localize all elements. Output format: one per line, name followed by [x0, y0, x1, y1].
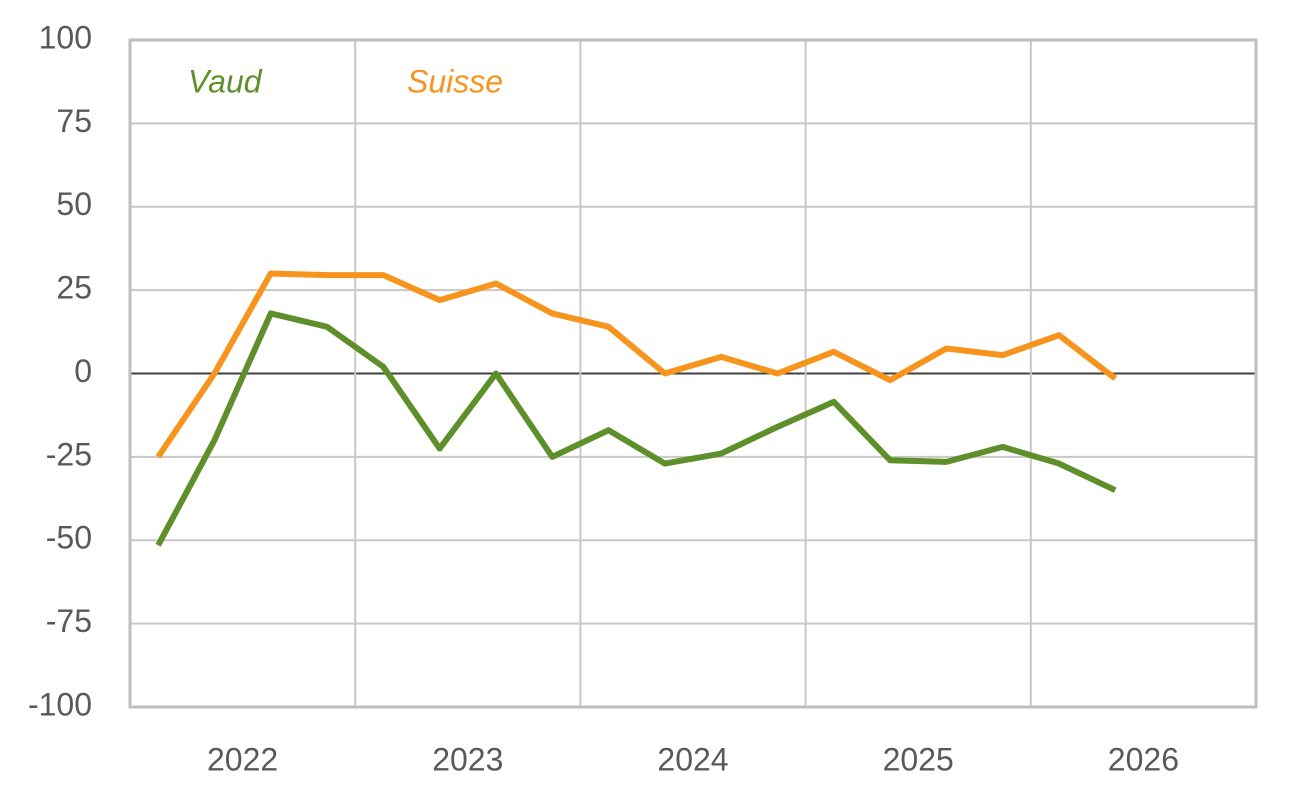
series-line: [155, 310, 1117, 547]
legend-entry: Suisse: [407, 63, 503, 99]
y-tick-label: -75: [46, 603, 92, 639]
y-tick-label: 100: [39, 19, 92, 55]
x-tick-label: 2026: [1108, 741, 1179, 777]
plot-border: [128, 38, 1258, 709]
y-tick-label: -25: [46, 436, 92, 472]
legend-entry: Vaud: [188, 63, 263, 99]
x-tick-label: 2025: [883, 741, 954, 777]
y-tick-label: 75: [56, 103, 92, 139]
x-tick-label: 2024: [657, 741, 728, 777]
y-tick-label: 25: [56, 270, 92, 306]
y-tick-label: -100: [28, 686, 92, 722]
series-line: [155, 270, 1118, 459]
y-tick-label: -50: [46, 520, 92, 556]
x-tick-label: 2023: [432, 741, 503, 777]
x-tick-label: 2022: [207, 741, 278, 777]
y-tick-label: 50: [56, 186, 92, 222]
y-tick-label: 0: [74, 353, 92, 389]
